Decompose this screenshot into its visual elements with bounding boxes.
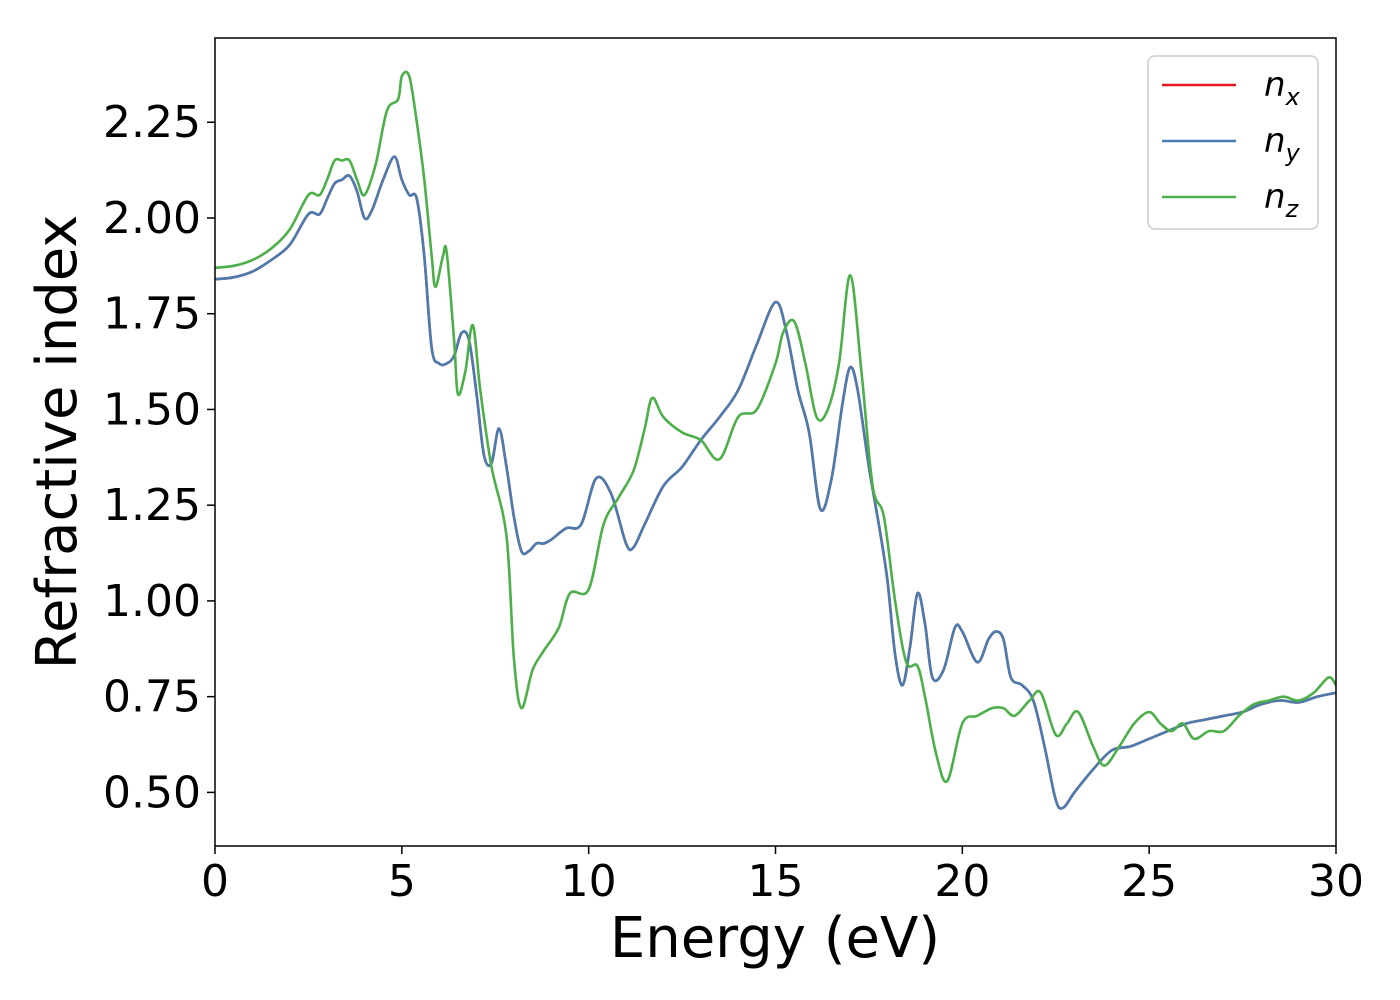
y-tick-label: 1.00	[103, 576, 201, 627]
y-tick-label: 1.75	[103, 289, 201, 340]
y-axis-title: Refractive index	[25, 215, 90, 670]
x-tick-label: 0	[201, 856, 229, 907]
x-tick-label: 30	[1308, 856, 1364, 907]
y-tick-label: 1.25	[103, 480, 201, 531]
x-tick-label: 20	[934, 856, 990, 907]
x-tick-label: 10	[561, 856, 617, 907]
legend-box	[1147, 55, 1319, 230]
series-line-nx	[215, 155, 1336, 810]
series-line-nz	[215, 70, 1336, 784]
x-tick-label: 5	[388, 856, 416, 907]
x-axis-ticks: 0 5 10 15 20 25 30	[201, 846, 1364, 907]
y-tick-label: 1.50	[103, 384, 201, 435]
series-lines	[215, 70, 1336, 810]
x-axis-title: Energy (eV)	[610, 906, 940, 971]
y-tick-label: 2.00	[103, 193, 201, 244]
y-tick-label: 2.25	[103, 97, 201, 148]
x-tick-label: 25	[1121, 856, 1177, 907]
x-tick-label: 15	[748, 856, 804, 907]
y-tick-label: 0.75	[103, 672, 201, 723]
y-axis-ticks: 0.50 0.75 1.00 1.25 1.50 1.75 2.00 2.25	[103, 97, 215, 818]
series-line-ny	[215, 155, 1336, 810]
y-tick-label: 0.50	[103, 767, 201, 818]
